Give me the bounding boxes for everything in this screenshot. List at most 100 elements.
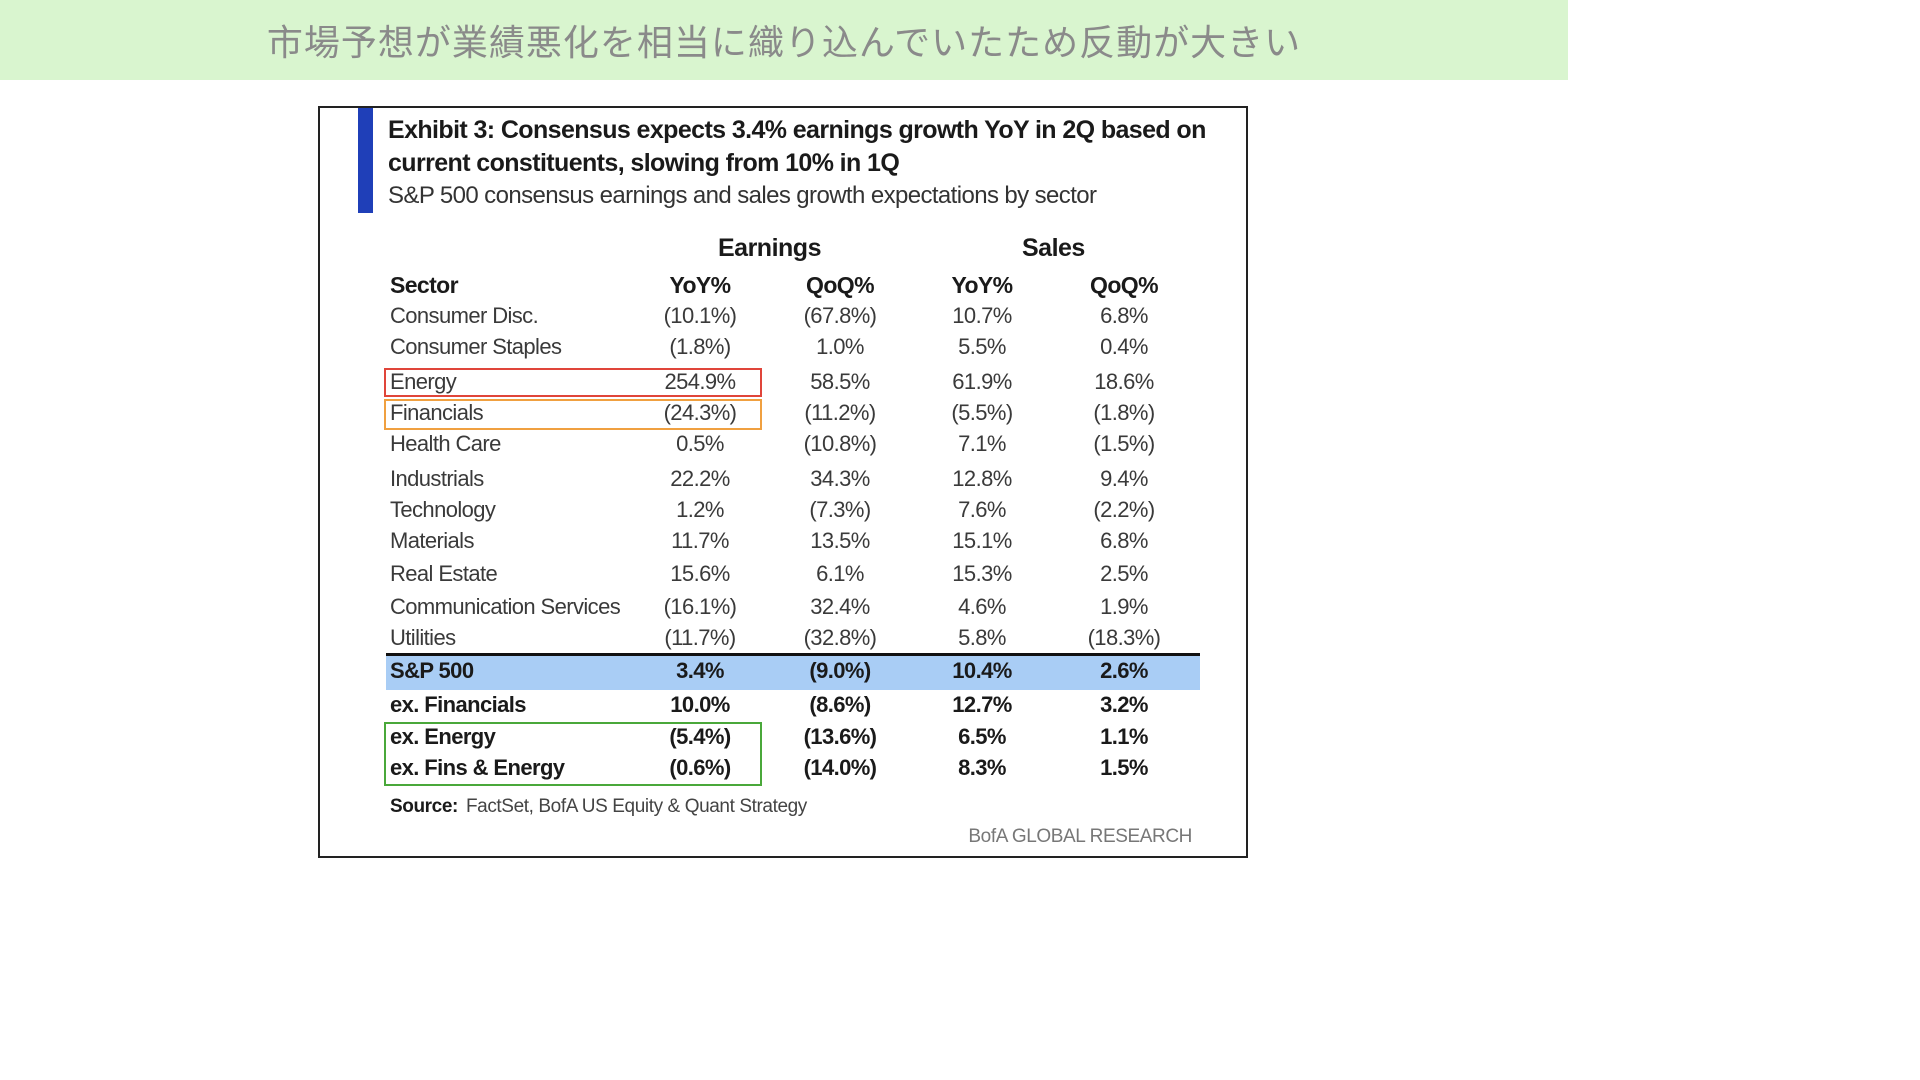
summary-row-ex-financials: ex. Financials 10.0% (8.6%) 12.7% 3.2% xyxy=(320,690,1246,720)
earnings-qoq: (13.6%) xyxy=(803,724,877,749)
sector-name: Real Estate xyxy=(390,561,498,586)
table-row: Materials 11.7% 13.5% 15.1% 6.8% xyxy=(320,526,1246,556)
sector-name: Energy xyxy=(390,369,457,394)
sales-qoq: 2.5% xyxy=(1100,561,1148,586)
earnings-qoq: (11.2%) xyxy=(804,400,876,425)
sales-yoy: 15.1% xyxy=(952,528,1012,553)
earnings-group-header: Earnings xyxy=(718,234,821,262)
source-note: Source: FactSet, BofA US Equity & Quant S… xyxy=(390,796,807,818)
sales-qoq: (1.8%) xyxy=(1093,400,1155,425)
earnings-yoy: 11.7% xyxy=(671,528,729,553)
sales-qoq: (2.2%) xyxy=(1093,497,1155,522)
sales-qoq: 1.9% xyxy=(1100,594,1148,619)
table-row: Financials (24.3%) (11.2%) (5.5%) (1.8%) xyxy=(320,398,1246,428)
earnings-yoy: 10.0% xyxy=(670,692,730,717)
sector-name: ex. Energy xyxy=(390,724,496,749)
column-header-sales-qoq: QoQ% xyxy=(1090,272,1158,298)
financials-highlight-box xyxy=(384,399,762,430)
table-row: Communication Services (16.1%) 32.4% 4.6… xyxy=(320,592,1246,622)
earnings-qoq: (14.0%) xyxy=(803,755,877,780)
column-header-sales-yoy: YoY% xyxy=(951,272,1013,298)
summary-row-sp500: S&P 500 3.4% (9.0%) 10.4% 2.6% xyxy=(320,656,1246,686)
sales-yoy: 12.7% xyxy=(952,692,1012,717)
earnings-yoy: 22.2% xyxy=(670,466,730,491)
sales-qoq: 0.4% xyxy=(1100,334,1148,359)
growth-table: Sector YoY% QoQ% YoY% QoQ% Consumer Disc… xyxy=(320,108,1246,856)
sales-qoq: 1.1% xyxy=(1100,724,1148,749)
sales-yoy: (5.5%) xyxy=(951,400,1013,425)
sector-name: Industrials xyxy=(390,466,484,491)
sales-yoy: 6.5% xyxy=(958,724,1006,749)
column-header-sector: Sector xyxy=(390,272,459,298)
sales-yoy: 7.6% xyxy=(958,497,1006,522)
earnings-yoy: (1.8%) xyxy=(669,334,731,359)
earnings-yoy: (10.1%) xyxy=(663,303,737,328)
table-row: Consumer Staples (1.8%) 1.0% 5.5% 0.4% xyxy=(320,332,1246,362)
sales-group-header: Sales xyxy=(1022,234,1085,262)
table-row: Energy 254.9% 58.5% 61.9% 18.6% xyxy=(320,367,1246,397)
sales-qoq: 3.2% xyxy=(1100,692,1148,717)
sector-name: Health Care xyxy=(390,431,501,456)
sales-yoy: 5.8% xyxy=(958,625,1006,650)
sales-qoq: (1.5%) xyxy=(1093,431,1155,456)
earnings-qoq: (9.0%) xyxy=(809,658,871,683)
earnings-qoq: (10.8%) xyxy=(803,431,877,456)
sector-name: ex. Fins & Energy xyxy=(390,755,565,780)
earnings-yoy: 254.9% xyxy=(664,369,736,394)
exhibit-title: Exhibit 3: Consensus expects 3.4% earnin… xyxy=(388,116,1206,177)
earnings-yoy: (0.6%) xyxy=(669,755,731,780)
banner-text: 市場予想が業績悪化を相当に織り込んでいたため反動が大きい xyxy=(266,23,1302,64)
sales-yoy: 4.6% xyxy=(958,594,1006,619)
table-row: Health Care 0.5% (10.8%) 7.1% (1.5%) xyxy=(320,429,1246,459)
sp500-row-band xyxy=(386,653,1200,690)
energy-highlight-box xyxy=(384,368,762,397)
sector-name: Technology xyxy=(390,497,496,522)
column-header-earnings-yoy: YoY% xyxy=(669,272,731,298)
earnings-qoq: (7.3%) xyxy=(809,497,871,522)
sector-name: Communication Services xyxy=(390,594,621,619)
sector-name: S&P 500 xyxy=(390,658,474,683)
summary-row-ex-fins-energy: ex. Fins & Energy (0.6%) (14.0%) 8.3% 1.… xyxy=(320,753,1246,783)
sales-yoy: 5.5% xyxy=(958,334,1006,359)
sales-qoq: 9.4% xyxy=(1100,466,1148,491)
sales-yoy: 61.9% xyxy=(952,369,1012,394)
summary-row-ex-energy: ex. Energy (5.4%) (13.6%) 6.5% 1.1% xyxy=(320,722,1246,752)
earnings-qoq: 58.5% xyxy=(810,369,870,394)
earnings-yoy: 3.4% xyxy=(676,658,724,683)
exhibit-panel: Exhibit 3: Consensus expects 3.4% earnin… xyxy=(318,106,1248,858)
table-row: Technology 1.2% (7.3%) 7.6% (2.2%) xyxy=(320,495,1246,525)
sales-qoq: 6.8% xyxy=(1100,303,1148,328)
earnings-yoy: 15.6% xyxy=(670,561,730,586)
sales-yoy: 15.3% xyxy=(952,561,1012,586)
earnings-yoy: (24.3%) xyxy=(663,400,737,425)
table-row: Consumer Disc. (10.1%) (67.8%) 10.7% 6.8… xyxy=(320,301,1246,331)
table-row: Real Estate 15.6% 6.1% 15.3% 2.5% xyxy=(320,559,1246,589)
sales-yoy: 7.1% xyxy=(958,431,1006,456)
sector-name: Materials xyxy=(390,528,474,553)
earnings-yoy: (11.7%) xyxy=(664,625,736,650)
earnings-yoy: (16.1%) xyxy=(663,594,737,619)
ex-energy-highlight-box xyxy=(384,722,762,786)
earnings-yoy: 0.5% xyxy=(676,431,724,456)
sales-qoq: 18.6% xyxy=(1094,369,1154,394)
exhibit-subtitle: S&P 500 consensus earnings and sales gro… xyxy=(388,182,1097,209)
earnings-qoq: (32.8%) xyxy=(803,625,877,650)
sales-qoq: (18.3%) xyxy=(1087,625,1161,650)
sales-qoq: 1.5% xyxy=(1100,755,1148,780)
earnings-qoq: 6.1% xyxy=(816,561,864,586)
source-label: Source: xyxy=(390,796,458,817)
sector-name: Consumer Staples xyxy=(390,334,562,359)
earnings-qoq: 13.5% xyxy=(810,528,870,553)
sales-qoq: 2.6% xyxy=(1100,658,1148,683)
header-banner: 市場予想が業績悪化を相当に織り込んでいたため反動が大きい xyxy=(0,0,1568,80)
column-header-earnings-qoq: QoQ% xyxy=(806,272,874,298)
earnings-qoq: (67.8%) xyxy=(803,303,877,328)
earnings-yoy: (5.4%) xyxy=(669,724,731,749)
sales-yoy: 12.8% xyxy=(952,466,1012,491)
table-row: Industrials 22.2% 34.3% 12.8% 9.4% xyxy=(320,464,1246,494)
sector-name: Utilities xyxy=(390,625,456,650)
sector-name: Consumer Disc. xyxy=(390,303,539,328)
sales-yoy: 10.7% xyxy=(952,303,1012,328)
earnings-yoy: 1.2% xyxy=(676,497,724,522)
earnings-qoq: 1.0% xyxy=(816,334,864,359)
